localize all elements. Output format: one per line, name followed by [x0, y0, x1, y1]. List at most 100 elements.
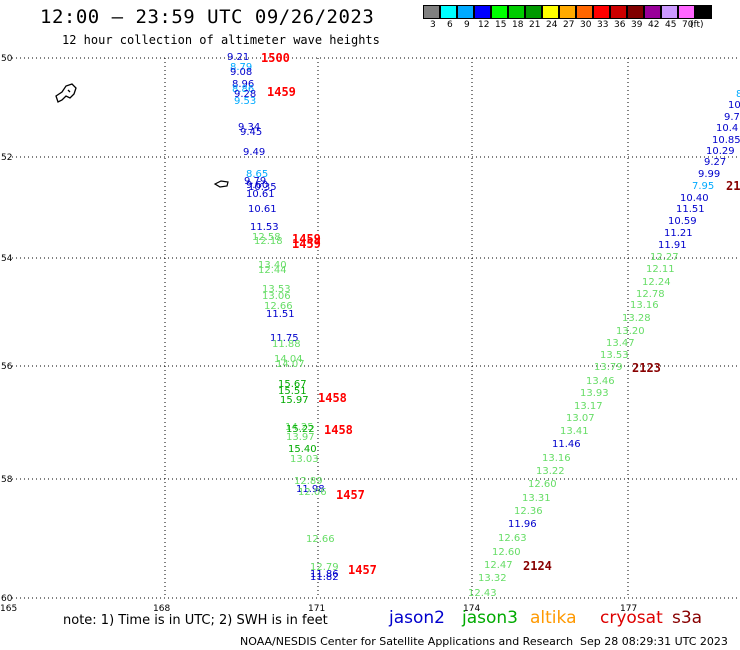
wave-height-value: 11.51 — [266, 309, 295, 320]
scale-color-box — [525, 5, 542, 19]
wave-height-value: 11.98 — [296, 484, 325, 495]
wave-height-value: 10.85 — [712, 135, 740, 146]
scale-label: 36 — [614, 20, 626, 30]
wave-height-value: 8 — [736, 89, 740, 100]
latitude-label: 56 — [1, 362, 13, 372]
wave-height-value: 9.7 — [724, 112, 740, 123]
footer-note: note: 1) Time is in UTC; 2) SWH is in fe… — [63, 613, 328, 628]
wave-height-value: 15.67 — [278, 379, 307, 390]
track-time-label: 2124 — [523, 559, 552, 573]
wave-height-value: 12.78 — [636, 289, 665, 300]
scale-label: 9 — [464, 20, 470, 30]
wave-height-value: 12.63 — [498, 533, 527, 544]
latitude-label: 50 — [1, 54, 13, 64]
wave-height-value: 14.07 — [276, 359, 305, 370]
wave-height-value: 13.40 — [258, 260, 287, 271]
track-time-label: 21 — [726, 179, 740, 193]
scale-label: 45 — [665, 20, 677, 30]
wave-height-value: 12.89 — [294, 476, 323, 487]
wave-height-value: 11.21 — [664, 228, 693, 239]
wave-height-value: 13.16 — [630, 300, 659, 311]
satellite-legend-s3a: s3a — [672, 608, 703, 628]
wave-height-value: 13.32 — [478, 573, 507, 584]
wave-height-value: 10.59 — [668, 216, 697, 227]
wave-height-value: 10.29 — [706, 146, 735, 157]
wave-height-value: 13.46 — [586, 376, 615, 387]
wave-height-value: 9.79 — [244, 176, 266, 187]
wave-height-value: 7.95 — [692, 181, 714, 192]
track-time-label: 2123 — [632, 361, 661, 375]
track-time-labels: 1500145914591459145814581457145721232124… — [261, 51, 740, 577]
scale-label: 70 — [682, 20, 694, 30]
page-title: 12:00 – 23:59 UTC 09/26/2023 — [40, 6, 375, 28]
scale-color-box — [542, 5, 559, 19]
wave-height-color-scale: 3 6 9 12 15 18 21 24 27 30 33 36 39 42 45 70 (ft) — [423, 5, 712, 31]
wave-height-value: 13.17 — [574, 401, 603, 412]
wave-height-value: 12.18 — [254, 236, 283, 247]
wave-height-value: 11.96 — [508, 519, 537, 530]
wave-height-value: 12.44 — [258, 265, 287, 276]
scale-color-box — [508, 5, 525, 19]
wave-height-value: 13.31 — [522, 493, 551, 504]
wave-height-value: 11.51 — [676, 204, 705, 215]
wave-height-value: 13.41 — [560, 426, 589, 437]
wave-height-value: 11.53 — [250, 222, 279, 233]
wave-height-value: 11.75 — [270, 333, 299, 344]
wave-height-value: 10.61 — [248, 204, 277, 215]
wave-height-value: 15.97 — [280, 395, 309, 406]
latitude-label: 54 — [1, 254, 13, 264]
wave-height-value: 13.97 — [286, 432, 315, 443]
wave-height-value: 9.28 — [234, 89, 256, 100]
wave-height-value: 14.25 — [285, 422, 314, 433]
satellite-legend-cryosat: cryosat — [600, 608, 663, 628]
wave-height-value: 13.47 — [606, 338, 635, 349]
track-time-label: 1459 — [267, 85, 296, 99]
wave-height-value: 12.27 — [650, 252, 679, 263]
longitude-label: 168 — [153, 604, 170, 614]
scale-color-box — [440, 5, 457, 19]
wave-height-value: 12.79 — [310, 562, 339, 573]
wave-height-value: 12.11 — [646, 264, 675, 275]
wave-height-value: 13.20 — [616, 326, 645, 337]
footer-credit: NOAA/NESDIS Center for Satellite Applica… — [240, 635, 574, 648]
wave-height-value: 12.36 — [514, 506, 543, 517]
track-east-values: 12.43 13.32 12.47 12.60 12.63 11.96 12.36 13.31… — [468, 89, 740, 599]
wave-height-value: 13.79 — [594, 362, 623, 373]
scale-color-box — [474, 5, 491, 19]
scale-color-box — [695, 5, 712, 19]
wave-height-value: 9.27 — [704, 157, 726, 168]
island-outlines — [55, 83, 229, 188]
wave-height-value: 8.65 — [246, 169, 268, 180]
wave-height-value: 13.28 — [622, 313, 651, 324]
scale-color-box — [491, 5, 508, 19]
wave-height-value: 12.47 — [484, 560, 513, 571]
scale-color-box — [661, 5, 678, 19]
scale-color-box — [678, 5, 695, 19]
scale-color-box — [644, 5, 661, 19]
scale-color-box — [610, 5, 627, 19]
wave-height-value: 15.40 — [288, 444, 317, 455]
scale-label: 39 — [631, 20, 643, 30]
longitude-label: 171 — [308, 604, 325, 614]
scale-color-box — [559, 5, 576, 19]
track-time-label: 1459 — [292, 237, 321, 251]
footer-timestamp: Sep 28 08:29:31 UTC 2023 — [580, 635, 728, 648]
scale-color-box — [576, 5, 593, 19]
wave-height-value: 10 — [728, 100, 740, 111]
longitude-label: 174 — [463, 604, 480, 614]
satellite-legend-altika: altika — [530, 608, 577, 628]
wave-height-value: 13.93 — [580, 388, 609, 399]
scale-label: 30 — [580, 20, 592, 30]
wave-height-value: 13.03 — [290, 454, 319, 465]
satellite-legend-jason2: jason2 — [389, 608, 445, 628]
track-time-label: 1458 — [324, 423, 353, 437]
track-time-label: 1458 — [318, 391, 347, 405]
latitude-label: 52 — [1, 153, 12, 163]
latitude-label: 60 — [1, 594, 13, 604]
wave-height-value: 9.21 — [227, 52, 249, 63]
longitude-label: 165 — [0, 604, 17, 614]
wave-height-value: 13.07 — [566, 413, 595, 424]
wave-height-value: 10.35 — [248, 182, 277, 193]
wave-height-value: 13.53 — [262, 284, 291, 295]
